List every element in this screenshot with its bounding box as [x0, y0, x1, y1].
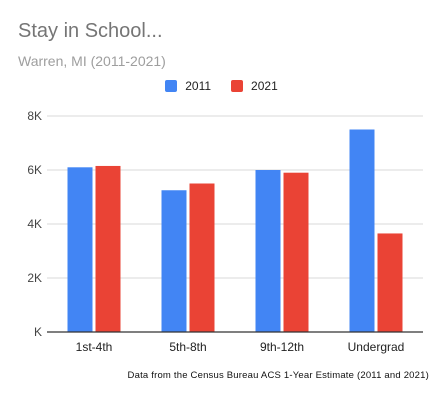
legend-label-2021: 2021: [251, 79, 278, 93]
chart-title: Stay in School...: [18, 20, 163, 42]
legend-item-2011: 2011: [165, 79, 211, 93]
x-tick-label: 5th-8th: [169, 340, 206, 354]
bar-2011: [67, 167, 93, 332]
legend-swatch-2011: [165, 80, 178, 92]
x-tick-label: 9th-12th: [260, 340, 304, 354]
bar-2011: [255, 170, 281, 332]
y-tick-label: K: [34, 325, 42, 339]
x-tick-label: Undergrad: [348, 340, 405, 354]
legend-swatch-2021: [231, 80, 244, 92]
legend-label-2011: 2011: [185, 79, 212, 93]
y-tick-label: 4K: [27, 217, 42, 231]
legend: 2011 2021: [0, 79, 443, 93]
x-tick-label: 1st-4th: [76, 340, 113, 354]
y-tick-label: 8K: [27, 109, 42, 123]
bar-2021: [283, 172, 309, 332]
footnote: Data from the Census Bureau ACS 1-Year E…: [127, 370, 429, 381]
chart-subtitle: Warren, MI (2011-2021): [18, 53, 166, 69]
bar-2011: [161, 190, 187, 332]
bar-2021: [95, 165, 121, 332]
y-tick-label: 2K: [27, 271, 42, 285]
legend-item-2021: 2021: [231, 79, 278, 93]
bar-2021: [377, 233, 403, 332]
y-tick-label: 6K: [27, 163, 42, 177]
bar-2021: [189, 183, 215, 332]
bar-2011: [349, 129, 375, 332]
